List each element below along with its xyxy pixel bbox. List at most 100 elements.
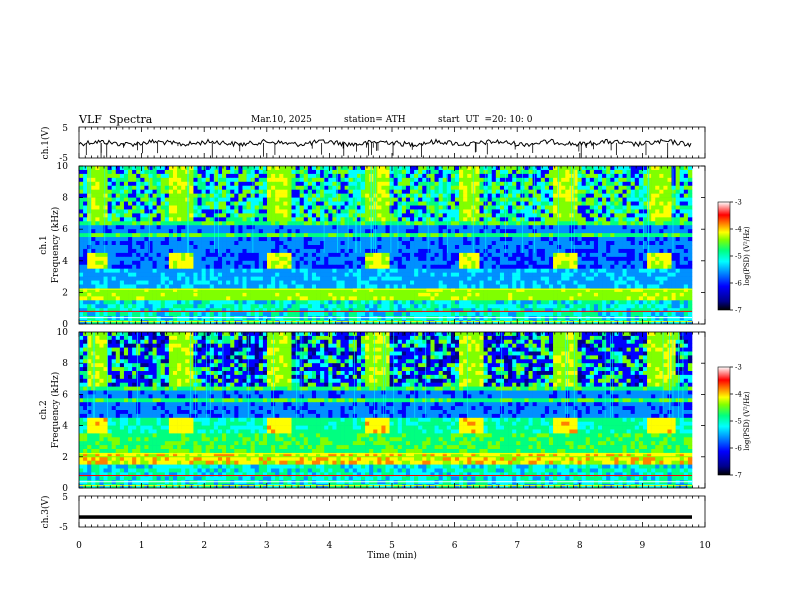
spectrogram-cell bbox=[602, 193, 607, 198]
spectrogram-cell bbox=[119, 264, 125, 269]
spectrogram-cell bbox=[238, 173, 243, 179]
spectrogram-cell bbox=[516, 217, 521, 222]
spectrogram-cell bbox=[103, 233, 108, 238]
spectrogram-cell bbox=[348, 237, 354, 242]
spectrogram-cell bbox=[528, 256, 533, 262]
spectrogram-cell bbox=[271, 205, 276, 210]
spectrogram-cell bbox=[193, 233, 198, 238]
spectrogram-cell bbox=[622, 260, 627, 266]
spectrogram-cell bbox=[332, 245, 337, 250]
spectrogram-cell bbox=[414, 193, 419, 198]
spectrogram-cell bbox=[569, 256, 574, 262]
spectrogram-cell bbox=[213, 217, 219, 222]
spectrogram-cell bbox=[426, 201, 431, 206]
spectrogram-cell bbox=[655, 229, 660, 234]
spectrogram-cell bbox=[209, 233, 215, 238]
spectrogram-cell bbox=[410, 173, 415, 179]
spectrogram-cell bbox=[115, 272, 121, 277]
spectrogram-cell bbox=[83, 225, 88, 230]
spectrogram-cell bbox=[177, 217, 182, 222]
spectrogram-cell bbox=[295, 256, 300, 262]
spectrogram-cell bbox=[504, 233, 509, 238]
spectrogram-cell bbox=[242, 248, 247, 254]
spectrogram-cell bbox=[254, 185, 260, 190]
spectrogram-cell bbox=[659, 260, 664, 266]
spectrogram-cell bbox=[389, 268, 394, 273]
spectrogram-cell bbox=[442, 241, 448, 246]
spectrogram-cell bbox=[160, 252, 166, 258]
spectrogram-cell bbox=[463, 221, 468, 226]
spectrogram-cell bbox=[638, 252, 644, 258]
spectrogram-cell bbox=[230, 181, 235, 187]
spectrogram-cell bbox=[348, 284, 354, 289]
spectrogram-cell bbox=[548, 181, 554, 187]
spectrogram-cell bbox=[119, 284, 125, 289]
spectrogram-cell bbox=[217, 169, 223, 175]
spectrogram-cell bbox=[553, 197, 558, 202]
spectrogram-cell bbox=[450, 213, 456, 218]
spectrogram-cell bbox=[299, 241, 305, 246]
spectrogram-cell bbox=[266, 221, 272, 226]
spectrogram-cell bbox=[642, 280, 648, 285]
spectrogram-cell bbox=[504, 181, 509, 187]
spectrogram-cell bbox=[217, 221, 223, 226]
spectrogram-cell bbox=[360, 225, 366, 230]
spectrogram-cell bbox=[577, 280, 582, 285]
spectrogram-cell bbox=[422, 276, 427, 281]
spectrogram-cell bbox=[111, 245, 117, 250]
spectrogram-cell bbox=[164, 185, 170, 190]
spectrogram-cell bbox=[426, 217, 431, 222]
spectrogram-cell bbox=[442, 197, 448, 202]
spectrogram-cell bbox=[508, 201, 513, 206]
spectrogram-cell bbox=[279, 185, 284, 190]
spectrogram-cell bbox=[389, 213, 394, 218]
spectrogram-cell bbox=[630, 256, 636, 262]
spectrogram-cell bbox=[99, 288, 104, 293]
spectrogram-cell bbox=[434, 276, 439, 281]
spectrogram-cell bbox=[328, 237, 333, 242]
spectrogram-cell bbox=[266, 229, 272, 234]
spectrogram-cell bbox=[508, 205, 513, 210]
spectrogram-cell bbox=[360, 252, 366, 258]
spectrogram-cell bbox=[581, 173, 587, 179]
spectrogram-cell bbox=[356, 260, 362, 266]
spectrogram-cell bbox=[585, 248, 591, 254]
spectrogram-cell bbox=[299, 173, 305, 179]
spectrogram-cell bbox=[205, 284, 211, 289]
spectrogram-cell bbox=[168, 237, 174, 242]
spectrogram-cell bbox=[168, 209, 174, 214]
spectrogram-cell bbox=[667, 229, 672, 234]
spectrogram-cell bbox=[528, 213, 533, 218]
spectrogram-cell bbox=[491, 201, 497, 206]
spectrogram-cell bbox=[459, 197, 464, 202]
spectrogram-cell bbox=[279, 189, 284, 194]
spectrogram-cell bbox=[348, 177, 354, 183]
spectrogram-cell bbox=[516, 280, 521, 285]
spectrogram-cell bbox=[201, 177, 206, 183]
spectrogram-cell bbox=[271, 209, 276, 214]
spectrogram-cell bbox=[168, 205, 174, 210]
spectrogram-cell bbox=[320, 181, 325, 187]
spectrogram-cell bbox=[602, 169, 607, 175]
spectrogram-cell bbox=[320, 201, 325, 206]
spectrogram-cell bbox=[610, 225, 615, 230]
spectrogram-cell bbox=[283, 181, 288, 187]
spectrogram-cell bbox=[99, 213, 104, 218]
spectrogram-cell bbox=[189, 233, 194, 238]
spectrogram-cell bbox=[377, 248, 382, 254]
spectrogram-cell bbox=[467, 217, 472, 222]
spectrogram-cell bbox=[360, 241, 366, 246]
spectrogram-cell bbox=[450, 209, 456, 214]
spectrogram-cell bbox=[132, 260, 137, 266]
spectrogram-cell bbox=[287, 209, 292, 214]
spectrogram-cell bbox=[532, 252, 538, 258]
spectrogram-cell bbox=[679, 185, 685, 190]
spectrogram-cell bbox=[254, 201, 260, 206]
spectrogram-cell bbox=[328, 177, 333, 183]
spectrogram-cell bbox=[622, 264, 627, 269]
spectrogram-cell bbox=[356, 288, 362, 293]
spectrogram-cell bbox=[348, 241, 354, 246]
spectrogram-cell bbox=[454, 264, 460, 269]
spectrogram-cell bbox=[414, 248, 419, 254]
spectrogram-cell bbox=[414, 189, 419, 194]
